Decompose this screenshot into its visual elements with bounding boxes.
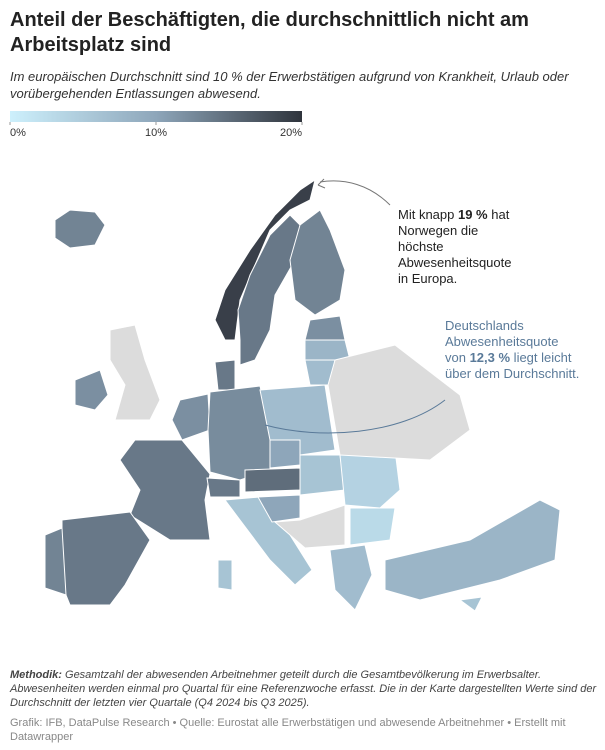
annotation: Mit knapp 19 % hat Norwegen die höchste … xyxy=(398,207,512,287)
legend: 0% 10% 20% xyxy=(9,122,303,139)
arrow-head xyxy=(317,178,326,189)
region xyxy=(289,209,346,316)
region xyxy=(257,494,301,523)
title: Anteil der Beschäftigten, die durchschni… xyxy=(10,9,529,56)
region xyxy=(273,504,346,549)
region xyxy=(217,559,233,591)
annotation-text: Deutschlands Abwesenheitsquote von xyxy=(445,318,559,365)
methodology-text: Gesamtzahl der abwesenden Arbeitnehmer g… xyxy=(10,669,597,709)
region xyxy=(54,209,106,249)
region xyxy=(349,507,396,546)
region xyxy=(207,385,271,481)
region xyxy=(44,527,67,596)
region xyxy=(329,544,373,611)
legend-label: 20% xyxy=(280,127,302,139)
region xyxy=(214,178,316,341)
methodology-label: Methodik: xyxy=(10,669,62,681)
region xyxy=(304,339,351,361)
annotation-line xyxy=(264,399,446,434)
region xyxy=(119,439,211,541)
annotation-text: hat Norwegen die höchste Abwesenheitsquo… xyxy=(398,207,512,286)
region xyxy=(214,359,236,391)
annotation-bold: 12,3 % xyxy=(469,350,511,365)
region xyxy=(206,477,241,498)
region xyxy=(384,499,561,601)
region xyxy=(458,596,483,612)
methodology: Methodik: Gesamtzahl der abwesenden Arbe… xyxy=(10,668,600,710)
region xyxy=(237,214,301,366)
region xyxy=(171,393,211,441)
legend-label: 10% xyxy=(145,127,167,139)
annotation-bold: 19 % xyxy=(457,207,488,222)
annotation-text: liegt leicht über dem Durchschnitt. xyxy=(445,350,580,381)
legend-label: 0% xyxy=(10,127,26,139)
regions xyxy=(44,178,561,612)
region xyxy=(61,511,151,606)
annotation-arrow xyxy=(319,180,391,206)
region xyxy=(259,384,336,456)
map: 0% 10% 20% xyxy=(9,111,561,612)
legend-bar xyxy=(10,111,302,122)
annotation-text: Mit knapp xyxy=(398,207,458,222)
credit: Grafik: IFB, DataPulse Research • Quelle… xyxy=(10,717,566,743)
region xyxy=(299,454,346,496)
subtitle: Im europäischen Durchschnitt sind 10 % d… xyxy=(10,69,569,101)
region xyxy=(339,449,401,509)
region xyxy=(74,369,109,411)
region xyxy=(244,467,301,493)
region xyxy=(304,315,346,341)
annotation: Deutschlands Abwesenheitsquote von 12,3 … xyxy=(445,318,580,382)
region xyxy=(269,439,301,469)
region xyxy=(109,324,161,421)
region xyxy=(327,344,471,461)
